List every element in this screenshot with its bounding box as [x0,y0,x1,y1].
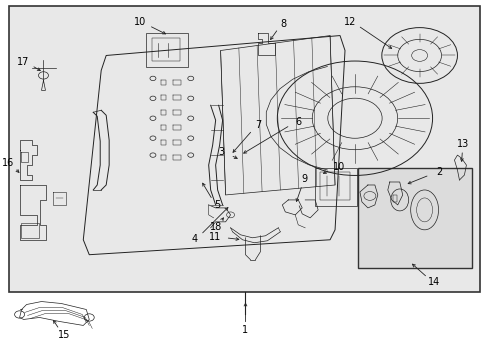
Text: 3: 3 [218,147,224,157]
Text: 15: 15 [58,329,70,339]
Text: 9: 9 [301,175,307,184]
Bar [20,223,39,238]
Text: 4: 4 [191,234,197,244]
Bar [320,172,349,200]
Text: 2: 2 [435,167,441,177]
Text: 13: 13 [456,139,468,149]
Text: 16: 16 [2,158,14,168]
Text: 1: 1 [242,325,248,335]
Text: 6: 6 [295,117,301,127]
Text: 14: 14 [427,277,440,287]
Text: 10: 10 [134,17,146,27]
Text: 12: 12 [343,17,356,27]
Text: 5: 5 [213,200,220,210]
Text: 8: 8 [280,18,286,28]
Bar [152,37,180,62]
Text: 11: 11 [208,232,221,242]
Bar [314,168,356,206]
Text: 17: 17 [17,57,29,67]
Text: 18: 18 [209,222,221,232]
Text: 10: 10 [332,162,345,172]
Bar [146,32,187,67]
Bar [9,6,479,292]
Bar [357,168,471,268]
Text: 7: 7 [255,120,261,130]
